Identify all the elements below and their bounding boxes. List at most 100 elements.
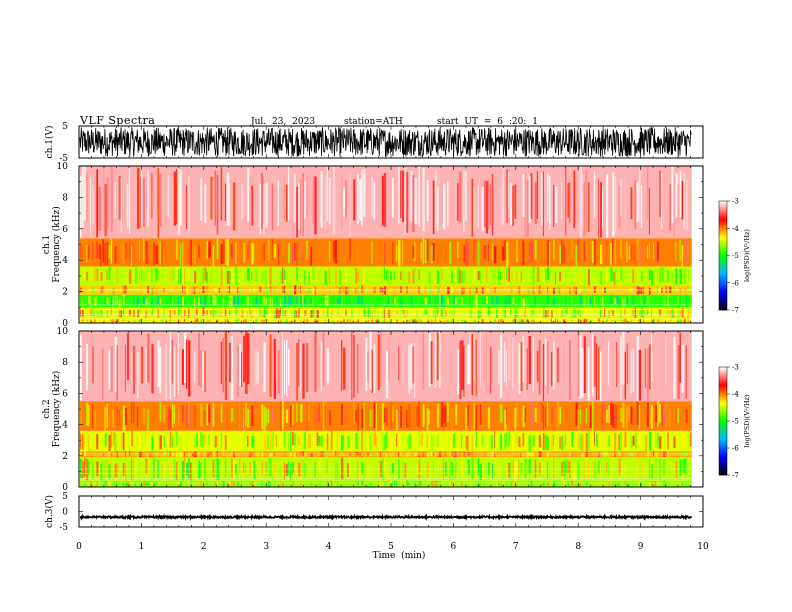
ch2-spectrogram-streak bbox=[92, 460, 94, 479]
ch1-spectrogram-streak bbox=[390, 318, 391, 323]
ch2-spectrogram-streak bbox=[251, 481, 254, 487]
ch2-spectrogram-streak bbox=[318, 403, 320, 423]
ch1-spectrogram-streak bbox=[369, 309, 371, 319]
ch1-spectrogram-streak bbox=[634, 307, 637, 318]
ch1-spectrogram-streak bbox=[473, 297, 476, 305]
ch2-spectrogram-streak bbox=[532, 460, 535, 476]
ch1-spectrogram-streak bbox=[463, 287, 466, 294]
ch2-spectrogram-streak bbox=[296, 342, 298, 401]
ch1-spectrogram-streak bbox=[677, 295, 679, 304]
ch1-spectrogram-streak bbox=[328, 241, 331, 263]
ch2-spectrogram-streak bbox=[618, 458, 621, 476]
ch1-spectrogram-streak bbox=[620, 319, 622, 323]
ch2-spectrogram-streak bbox=[612, 404, 614, 428]
ch1-spectrogram-streak bbox=[606, 266, 608, 284]
y-tick-label: -5 bbox=[59, 154, 68, 164]
ch2-spectrogram-streak bbox=[198, 451, 200, 457]
ch2-spectrogram-streak bbox=[471, 451, 474, 457]
ch2-spectrogram-streak bbox=[308, 404, 310, 422]
ch1-spectrogram-streak bbox=[606, 239, 608, 264]
ch2-spectrogram-streak bbox=[508, 431, 511, 447]
ch2-spectrogram-streak bbox=[673, 406, 676, 427]
ch2-spectrogram-streak bbox=[320, 435, 323, 447]
ch1-spectrogram-streak bbox=[634, 266, 637, 283]
ch2-spectrogram-streak bbox=[135, 451, 137, 458]
y-tick-label: 2 bbox=[62, 452, 68, 462]
ch1-spectrogram-streak bbox=[171, 310, 173, 316]
ch1-spectrogram-streak bbox=[210, 269, 213, 283]
ch1-spectrogram-streak bbox=[218, 287, 221, 293]
ch2-spectrogram-streak bbox=[498, 350, 501, 384]
ch1-spectrogram-streak bbox=[271, 183, 274, 231]
ch2-spectrogram-streak bbox=[675, 460, 678, 479]
ch1-spectrogram-streak bbox=[518, 285, 521, 294]
ch1-spectrogram-streak bbox=[232, 182, 236, 231]
ch2-spectrogram-streak bbox=[94, 433, 96, 446]
ch2-spectrogram-streak bbox=[381, 482, 384, 487]
ch2-spectrogram-streak bbox=[669, 481, 672, 487]
ch1-spectrogram-streak bbox=[133, 240, 135, 265]
ch2-spectrogram-streak bbox=[157, 431, 159, 448]
ch2-spectrogram-streak bbox=[379, 460, 383, 477]
ch2-spectrogram-streak bbox=[457, 461, 459, 474]
ch1-spectrogram-streak bbox=[214, 310, 217, 316]
ch1-spectrogram-streak bbox=[314, 239, 316, 259]
ch1-spectrogram-streak bbox=[530, 243, 534, 263]
ch1-spectrogram-streak bbox=[355, 267, 357, 284]
ch2-spectrogram-streak bbox=[569, 340, 571, 400]
ch2-spectrogram-streak bbox=[357, 460, 359, 480]
y-tick-label: 6 bbox=[62, 389, 68, 399]
ch1-spectrogram-streak bbox=[563, 319, 565, 323]
ch2-spectrogram-streak bbox=[622, 452, 624, 456]
ch2-spectrogram-streak bbox=[184, 458, 186, 477]
ch2-spectrogram-streak bbox=[114, 463, 117, 478]
ch1-spectrogram-streak bbox=[443, 319, 445, 323]
ch1-spectrogram-streak bbox=[324, 177, 327, 232]
ch1-spectrogram-streak bbox=[308, 271, 310, 285]
ch2-spectrogram-streak bbox=[385, 431, 388, 448]
ch1-spectrogram-streak bbox=[583, 308, 585, 318]
ch1-spectrogram-streak bbox=[298, 318, 300, 323]
ch2-spectrogram-streak bbox=[141, 346, 144, 384]
ch2-spectrogram-streak bbox=[381, 458, 384, 481]
ch1-spectrogram-streak bbox=[383, 318, 385, 323]
ch1-spectrogram-streak bbox=[536, 297, 539, 306]
ch2-spectrogram-streak bbox=[467, 404, 469, 426]
ch1-spectrogram-streak bbox=[116, 319, 119, 322]
ch1-spectrogram-streak bbox=[487, 318, 490, 322]
ch2-spectrogram-streak bbox=[124, 462, 127, 481]
ch1-spectrogram-streak bbox=[600, 271, 603, 285]
ch2-spectrogram-streak bbox=[406, 435, 409, 446]
ch2-spectrogram-streak bbox=[467, 435, 469, 451]
ch2-spectrogram-streak bbox=[498, 482, 500, 486]
ch1-spectrogram-streak bbox=[104, 183, 107, 237]
ch1-spectrogram-streak bbox=[124, 295, 128, 306]
ch2-spectrogram-streak bbox=[320, 409, 323, 431]
ch2-spectrogram-streak bbox=[210, 451, 213, 456]
ch2-spectrogram-streak bbox=[175, 481, 178, 487]
ch2-spectrogram-streak bbox=[367, 351, 369, 383]
ch2-spectrogram-streak bbox=[283, 462, 285, 480]
ch2-spectrogram-streak bbox=[608, 435, 611, 447]
ch1-spectrogram-streak bbox=[86, 244, 88, 263]
ch2-spectrogram-streak bbox=[524, 458, 527, 478]
ch2-spectrogram-streak bbox=[177, 409, 181, 425]
ch2-spectrogram-streak bbox=[175, 461, 178, 481]
ch2-spectrogram-streak bbox=[377, 334, 380, 391]
ch1-spectrogram-streak bbox=[518, 319, 520, 323]
ch2-spectrogram-streak bbox=[514, 481, 516, 487]
ch2-spectrogram-streak bbox=[677, 408, 680, 423]
ch2-spectrogram-streak bbox=[336, 481, 338, 487]
ch1-spectrogram-streak bbox=[271, 238, 274, 261]
ch1-spectrogram-streak bbox=[447, 298, 450, 305]
ch1-spectrogram-streak bbox=[651, 270, 653, 286]
ch1-spectrogram-streak bbox=[145, 298, 147, 305]
ch2-spectrogram-streak bbox=[685, 345, 687, 399]
ch2-spectrogram-streak bbox=[461, 434, 463, 448]
ch2-spectrogram-streak bbox=[286, 340, 288, 397]
ch1-spectrogram-streak bbox=[579, 166, 582, 238]
ch1-spectrogram-streak bbox=[98, 243, 101, 259]
ch2-spectrogram-streak bbox=[84, 433, 86, 447]
ch1-spectrogram-streak bbox=[235, 318, 238, 323]
ch2-spectrogram-streak bbox=[577, 461, 579, 480]
